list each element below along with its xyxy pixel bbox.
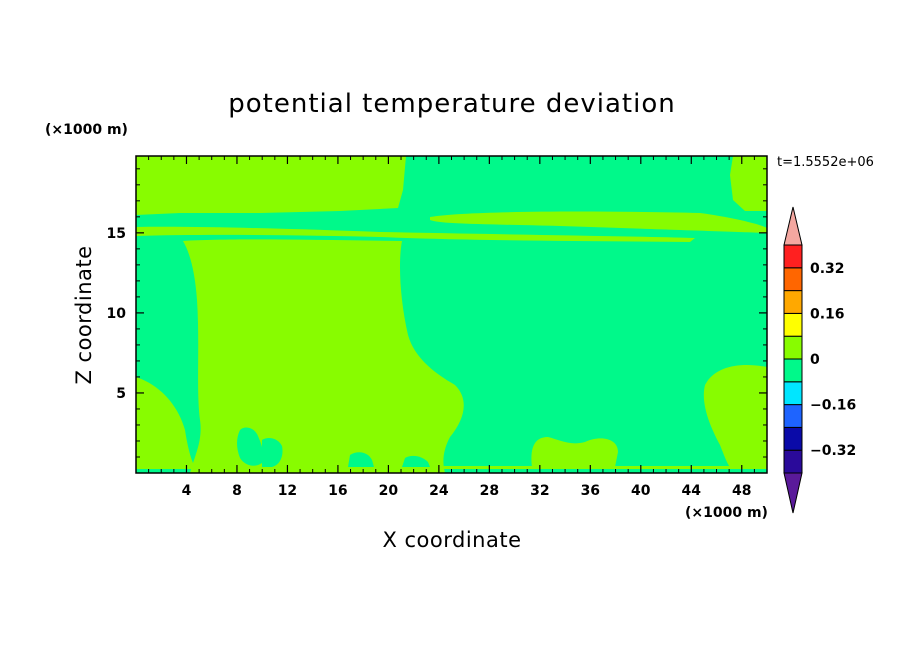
colorbar-bin xyxy=(783,358,803,383)
region-right-edge xyxy=(703,365,767,467)
speckle-b xyxy=(262,438,283,467)
colorbar-bin xyxy=(783,381,803,406)
colorbar-bin xyxy=(783,244,803,269)
colorbar-tick-label: −0.32 xyxy=(810,443,856,459)
colorbar-bin xyxy=(783,267,803,292)
colorbar-tick-label: 0.16 xyxy=(810,306,845,322)
colorbar-over-triangle xyxy=(783,206,803,246)
time-label: t=1.5552e+06 xyxy=(777,155,874,170)
region-lens-middle xyxy=(136,226,695,242)
speckle-d xyxy=(402,455,430,467)
colorbar-tick-label: 0.32 xyxy=(810,261,845,277)
y-axis: 5 10 15 xyxy=(107,168,767,458)
region-lens-upper xyxy=(430,211,767,233)
region-top-right xyxy=(730,156,767,211)
colorbar-bin xyxy=(783,449,803,474)
speckle-a xyxy=(237,427,264,466)
x-tick-label: 20 xyxy=(379,483,399,499)
colorbar-bin xyxy=(783,290,803,314)
colorbar-tick-label: 0 xyxy=(810,352,820,368)
y-tick-label: 10 xyxy=(107,306,127,322)
x-tick-label: 16 xyxy=(328,483,347,499)
chart-title: potential temperature deviation xyxy=(228,89,675,119)
colorbar-bin xyxy=(783,312,803,337)
x-tick-label: 12 xyxy=(278,483,297,499)
x-axis-title: X coordinate xyxy=(382,528,521,552)
colorbar-bin xyxy=(783,426,803,451)
colorbar-tick-label: −0.16 xyxy=(810,398,856,414)
region-top-left xyxy=(136,156,406,215)
x-tick-label: 4 xyxy=(182,483,192,499)
speckle-c xyxy=(348,452,374,467)
x-tick-label: 40 xyxy=(631,483,651,499)
colorbar: 0.32 0.16 0 −0.16 −0.32 xyxy=(783,206,856,514)
x-tick-label: 44 xyxy=(682,483,702,499)
y-unit-label: (×1000 m) xyxy=(45,122,128,138)
x-tick-label: 32 xyxy=(530,483,549,499)
region-bottom-small xyxy=(531,437,618,467)
y-tick-label: 5 xyxy=(116,386,126,402)
contour-field xyxy=(136,156,767,473)
y-tick-label: 15 xyxy=(107,226,126,242)
x-tick-label: 28 xyxy=(480,483,499,499)
colorbar-bin xyxy=(783,404,803,428)
x-tick-label: 8 xyxy=(232,483,242,499)
x-axis: 4 8 12 16 20 24 28 32 36 40 44 48 xyxy=(148,156,755,499)
y-axis-title: Z coordinate xyxy=(72,245,96,384)
region-bottom-left xyxy=(136,377,195,467)
region-central-column xyxy=(183,239,464,473)
colorbar-under-triangle xyxy=(783,472,803,514)
x-tick-label: 24 xyxy=(429,483,449,499)
x-unit-label: (×1000 m) xyxy=(685,505,768,521)
x-tick-label: 48 xyxy=(732,483,751,499)
colorbar-bin xyxy=(783,335,803,360)
x-tick-label: 36 xyxy=(581,483,600,499)
region-bottom-strip xyxy=(136,466,767,469)
